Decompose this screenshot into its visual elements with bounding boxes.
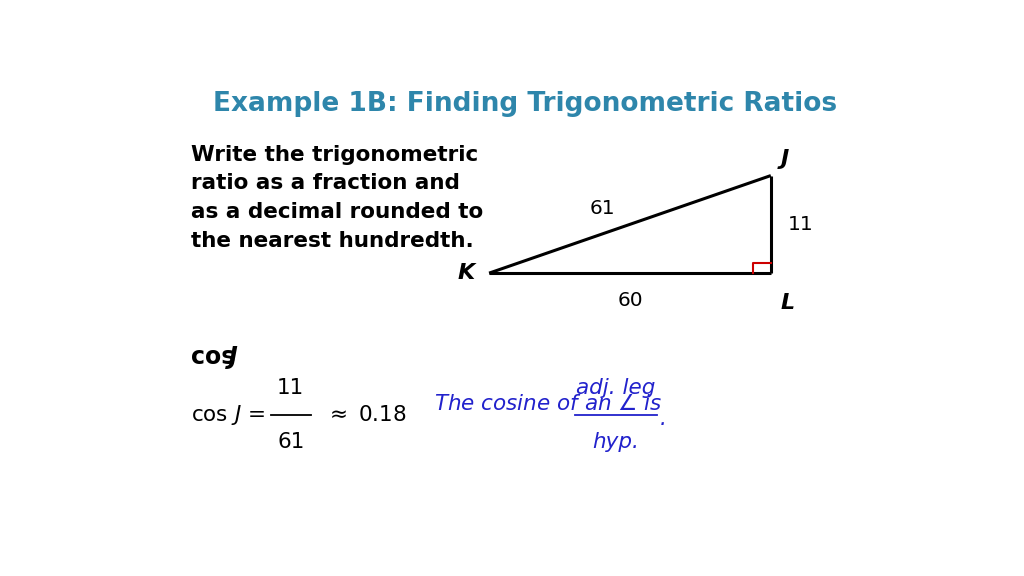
Text: L: L — [780, 293, 795, 313]
Text: 11: 11 — [278, 378, 304, 398]
Text: cos $J$ =: cos $J$ = — [191, 403, 265, 427]
Text: K: K — [458, 263, 475, 283]
Text: cos: cos — [191, 346, 244, 369]
Text: The cosine of an $\angle$ is: The cosine of an $\angle$ is — [433, 393, 663, 415]
Text: J: J — [780, 149, 788, 169]
Text: .: . — [659, 408, 667, 429]
Text: 61: 61 — [278, 432, 304, 452]
Text: 61: 61 — [590, 199, 615, 218]
Text: hyp.: hyp. — [593, 432, 640, 452]
Text: $\approx$ 0.18: $\approx$ 0.18 — [325, 405, 407, 425]
Text: Write the trigonometric
ratio as a fraction and
as a decimal rounded to
the near: Write the trigonometric ratio as a fract… — [191, 145, 483, 251]
Text: Example 1B: Finding Trigonometric Ratios: Example 1B: Finding Trigonometric Ratios — [213, 92, 837, 118]
Text: J: J — [228, 346, 238, 369]
Text: 11: 11 — [788, 215, 814, 234]
Text: adj. leg: adj. leg — [577, 378, 655, 398]
Text: 60: 60 — [617, 291, 643, 310]
